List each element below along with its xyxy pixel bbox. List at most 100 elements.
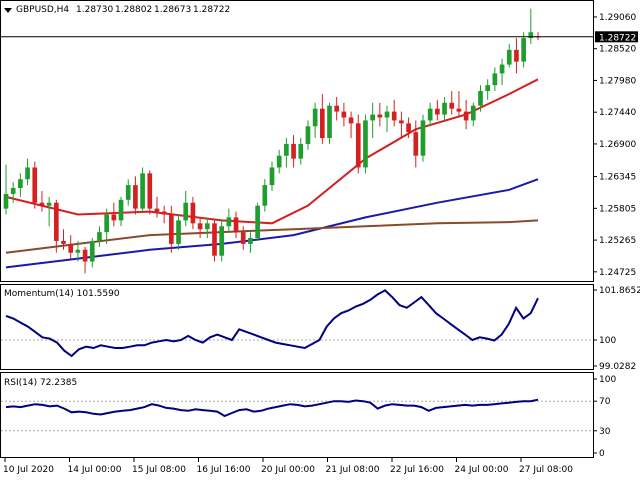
candle-body — [248, 238, 253, 244]
candlestick — [39, 190, 45, 212]
candlestick — [514, 38, 519, 74]
candle-body — [499, 64, 505, 74]
candlestick — [240, 226, 246, 250]
candlestick — [499, 58, 505, 86]
rsi-series — [5, 398, 539, 418]
candlestick — [161, 205, 167, 224]
candlestick — [219, 220, 225, 262]
rsi-y-tick-label: 70 — [599, 397, 611, 407]
candle-body — [68, 243, 74, 253]
candle-body — [53, 202, 59, 241]
candlesticks — [3, 8, 541, 274]
rsi-panel: RSI(14) 72.2385 100 70 30 0 — [0, 372, 616, 459]
candlestick — [68, 235, 74, 259]
candlestick — [111, 202, 117, 227]
candlestick — [355, 114, 361, 174]
candlestick — [190, 196, 196, 230]
price-y-tick-label: 1.26345 — [599, 173, 636, 183]
candle-body — [514, 49, 519, 62]
candle-body — [169, 214, 174, 244]
candle-body — [197, 223, 203, 230]
candlestick — [341, 102, 347, 127]
candle-body — [463, 111, 469, 121]
candlestick — [377, 102, 383, 127]
candlestick — [104, 208, 109, 244]
candlestick — [89, 238, 95, 268]
candle-body — [391, 111, 397, 121]
candle-body — [485, 85, 491, 92]
candlestick — [147, 170, 153, 215]
rsi-label: RSI(14) 72.2385 — [4, 378, 77, 388]
candle-body — [442, 102, 447, 115]
candle-body — [118, 199, 124, 221]
candlestick — [348, 111, 354, 139]
time-tick-label: 14 Jul 00:00 — [68, 465, 122, 475]
candlestick — [506, 43, 512, 68]
candle-body — [420, 120, 426, 156]
candle-body — [478, 91, 483, 106]
candle-body — [104, 214, 109, 233]
candle-body — [276, 155, 282, 168]
candlestick — [319, 93, 325, 144]
price-panel-frame — [0, 0, 594, 282]
candlestick — [521, 32, 526, 68]
candle-body — [25, 167, 30, 180]
price-header-close: 1.28722 — [193, 5, 230, 15]
candle-body — [427, 108, 433, 121]
candle-body — [226, 217, 232, 227]
rsi-reference-lines — [1, 400, 593, 432]
candlestick — [427, 102, 433, 127]
candlestick — [305, 120, 311, 150]
momentum-indicator-name: Momentum(14) — [4, 289, 74, 299]
candle-body — [528, 32, 534, 39]
rsi-y-tick-label: 100 — [599, 375, 616, 385]
candle-body — [176, 220, 181, 244]
candlestick — [248, 232, 253, 253]
time-tick-label: 16 Jul 16:00 — [197, 465, 251, 475]
time-tick-label: 10 Jul 2020 — [3, 465, 54, 475]
candle-body — [262, 185, 268, 206]
momentum-current-value: 101.5590 — [77, 289, 120, 299]
candlestick — [399, 111, 404, 139]
candlestick — [133, 176, 138, 215]
price-y-tick-label: 1.25805 — [599, 204, 636, 214]
momentum-series — [5, 289, 539, 358]
price-y-axis: 1.29060 1.28520 1.27980 1.27440 1.26900 1.263… — [594, 13, 636, 278]
candle-body — [233, 217, 239, 233]
candlestick — [528, 8, 534, 44]
candlestick — [269, 161, 275, 191]
candle-body — [125, 185, 131, 200]
candlestick — [442, 96, 447, 121]
candle-body — [413, 132, 419, 156]
candlestick — [140, 167, 145, 212]
candlestick — [478, 85, 483, 112]
candlestick — [255, 202, 260, 241]
momentum-y-tick-label: 99.0282 — [599, 362, 636, 372]
candlestick — [197, 217, 203, 239]
candlestick — [470, 102, 476, 127]
candle-body — [32, 167, 38, 203]
candle-body — [327, 105, 332, 139]
collapse-triangle-icon[interactable] — [4, 8, 12, 13]
candle-body — [154, 208, 160, 212]
candlestick — [10, 182, 16, 203]
candlestick — [226, 208, 232, 233]
candle-body — [435, 108, 440, 115]
ma-slow-line — [5, 219, 539, 254]
candle-body — [147, 173, 153, 209]
candle-body — [284, 143, 289, 156]
candle-body — [204, 223, 210, 230]
candlestick — [492, 67, 498, 92]
price-y-tick-label: 1.27440 — [599, 108, 636, 118]
candle-body — [291, 143, 296, 159]
candle-body — [341, 111, 347, 118]
candlestick — [82, 246, 88, 274]
rsi-y-tick-label: 0 — [599, 449, 605, 459]
candle-body — [18, 179, 23, 189]
momentum-y-tick-label: 101.8652 — [599, 286, 640, 296]
candlestick — [291, 135, 296, 168]
rsi-current-value: 72.2385 — [40, 378, 77, 388]
candle-body — [348, 117, 354, 124]
candle-body — [140, 173, 145, 209]
candle-body — [449, 102, 455, 109]
